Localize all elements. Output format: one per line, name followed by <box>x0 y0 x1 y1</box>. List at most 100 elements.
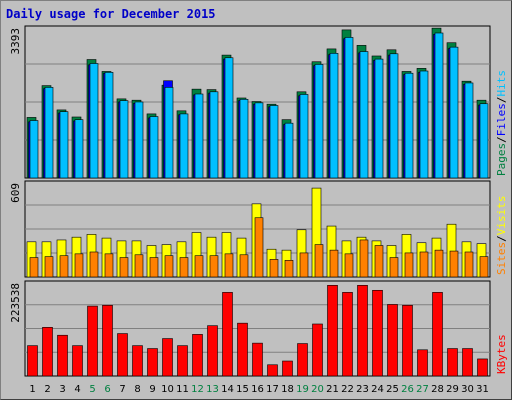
bar-kbytes <box>117 333 128 377</box>
bar-sites <box>74 253 84 278</box>
bar-kbytes <box>312 323 323 377</box>
bar-hits <box>149 116 159 179</box>
bar-kbytes <box>222 292 233 377</box>
legend-hits-files-pages: Pages/Files/Hits <box>495 70 508 176</box>
bar-kbytes <box>57 334 68 377</box>
bar-sites <box>299 252 309 278</box>
bar-hits <box>74 119 84 179</box>
bar-hits <box>479 103 489 179</box>
bar-kbytes <box>162 338 173 377</box>
bar-kbytes <box>177 345 188 377</box>
day-label: 22 <box>341 384 354 395</box>
bar-hits <box>209 91 219 179</box>
bar-sites <box>344 253 354 278</box>
legend-kbytes: KBytes <box>495 334 508 374</box>
bar-sites <box>374 245 384 278</box>
day-label: 14 <box>221 384 234 395</box>
day-label: 20 <box>311 384 324 395</box>
day-label: 23 <box>356 384 369 395</box>
bar-hits <box>314 64 324 179</box>
bar-kbytes <box>72 345 83 377</box>
bar-sites <box>224 253 234 278</box>
day-label: 9 <box>149 384 155 395</box>
legend-separator: / <box>495 235 508 242</box>
bar-hits <box>239 99 249 179</box>
bar-hits <box>464 82 474 179</box>
day-label: 4 <box>74 384 80 395</box>
bar-hits <box>269 105 279 179</box>
bar-hits <box>104 72 114 179</box>
bar-sites <box>359 239 369 278</box>
y-max-label: 609 <box>9 183 22 203</box>
day-label: 11 <box>176 384 189 395</box>
bar-hits <box>164 87 174 179</box>
bar-sites <box>419 251 429 278</box>
bar-kbytes <box>417 349 428 377</box>
bar-hits <box>179 113 189 179</box>
bar-sites <box>164 255 174 278</box>
bar-kbytes <box>102 304 113 377</box>
bar-hits <box>224 57 234 179</box>
day-label: 15 <box>236 384 249 395</box>
bar-kbytes <box>432 292 443 377</box>
bar-sites <box>254 217 264 278</box>
bar-sites <box>404 252 414 278</box>
day-label: 5 <box>89 384 95 395</box>
bar-hits <box>59 111 69 179</box>
bar-hits <box>389 53 399 179</box>
day-label: 31 <box>476 384 489 395</box>
bar-kbytes <box>297 343 308 377</box>
bar-kbytes <box>447 348 458 377</box>
bar-kbytes <box>27 345 38 377</box>
bar-sites <box>329 249 339 278</box>
bar-sites <box>239 254 249 278</box>
legend-pages: Pages <box>495 143 508 176</box>
day-label: 24 <box>371 384 384 395</box>
bar-hits <box>374 58 384 179</box>
bar-sites <box>284 260 294 278</box>
bar-kbytes <box>147 348 158 377</box>
day-label: 28 <box>431 384 444 395</box>
bar-sites <box>434 249 444 278</box>
bar-kbytes <box>342 292 353 377</box>
bar-kbytes <box>132 345 143 377</box>
bar-hits <box>299 94 309 179</box>
bar-kbytes <box>207 325 218 377</box>
bar-kbytes <box>42 327 53 377</box>
day-label: 6 <box>104 384 110 395</box>
bar-hits <box>29 120 39 179</box>
bar-sites <box>104 253 114 278</box>
day-label: 27 <box>416 384 429 395</box>
bar-hits <box>449 46 459 179</box>
bar-hits <box>89 63 99 179</box>
day-label: 17 <box>266 384 279 395</box>
y-max-label: 3393 <box>9 28 22 55</box>
bar-kbytes <box>267 364 278 377</box>
bar-hits <box>44 87 54 179</box>
bar-hits <box>119 100 129 179</box>
legend-separator: / <box>495 136 508 143</box>
bar-sites <box>149 257 159 278</box>
bar-sites <box>89 251 99 278</box>
bar-hits <box>284 122 294 179</box>
bar-sites <box>269 259 279 278</box>
bar-kbytes <box>402 304 413 377</box>
legend-hits: Hits <box>495 70 508 97</box>
bar-hits <box>134 101 144 179</box>
day-label: 2 <box>44 384 50 395</box>
bar-sites <box>389 257 399 278</box>
bar-hits <box>359 51 369 179</box>
bar-sites <box>29 257 39 278</box>
y-max-label: 223538 <box>9 283 22 323</box>
bar-sites <box>179 257 189 278</box>
bar-hits <box>344 37 354 179</box>
bar-kbytes <box>282 360 293 377</box>
bar-sites <box>59 255 69 278</box>
bar-kbytes <box>357 285 368 377</box>
day-label: 13 <box>206 384 219 395</box>
bar-sites <box>194 255 204 278</box>
day-label: 16 <box>251 384 264 395</box>
bar-kbytes <box>192 334 203 377</box>
bar-sites <box>449 250 459 278</box>
bar-hits <box>404 72 414 179</box>
